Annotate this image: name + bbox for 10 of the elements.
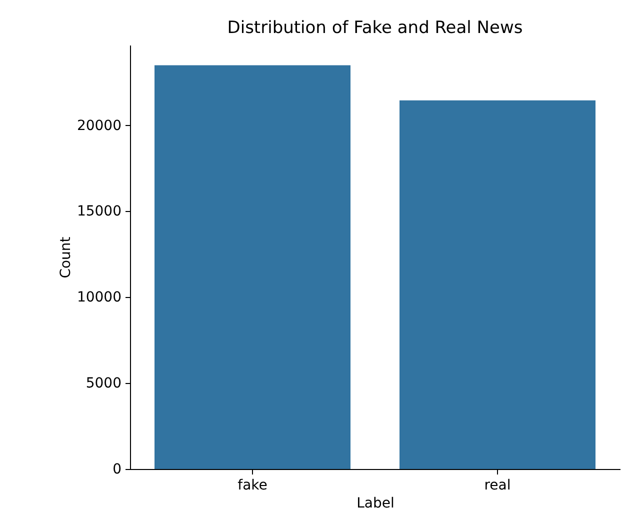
x-tick-label: fake (238, 478, 268, 494)
chart-title: Distribution of Fake and Real News (227, 18, 523, 38)
x-tick-label: real (484, 478, 511, 494)
y-tick-label: 15000 (76, 204, 122, 220)
y-tick-label: 5000 (86, 376, 122, 392)
y-tick-label: 20000 (76, 118, 122, 134)
y-tick-label: 10000 (76, 290, 122, 306)
x-axis-title: Label (356, 496, 394, 512)
y-axis-title: Count (58, 236, 74, 278)
y-tick-label: 0 (112, 462, 122, 478)
